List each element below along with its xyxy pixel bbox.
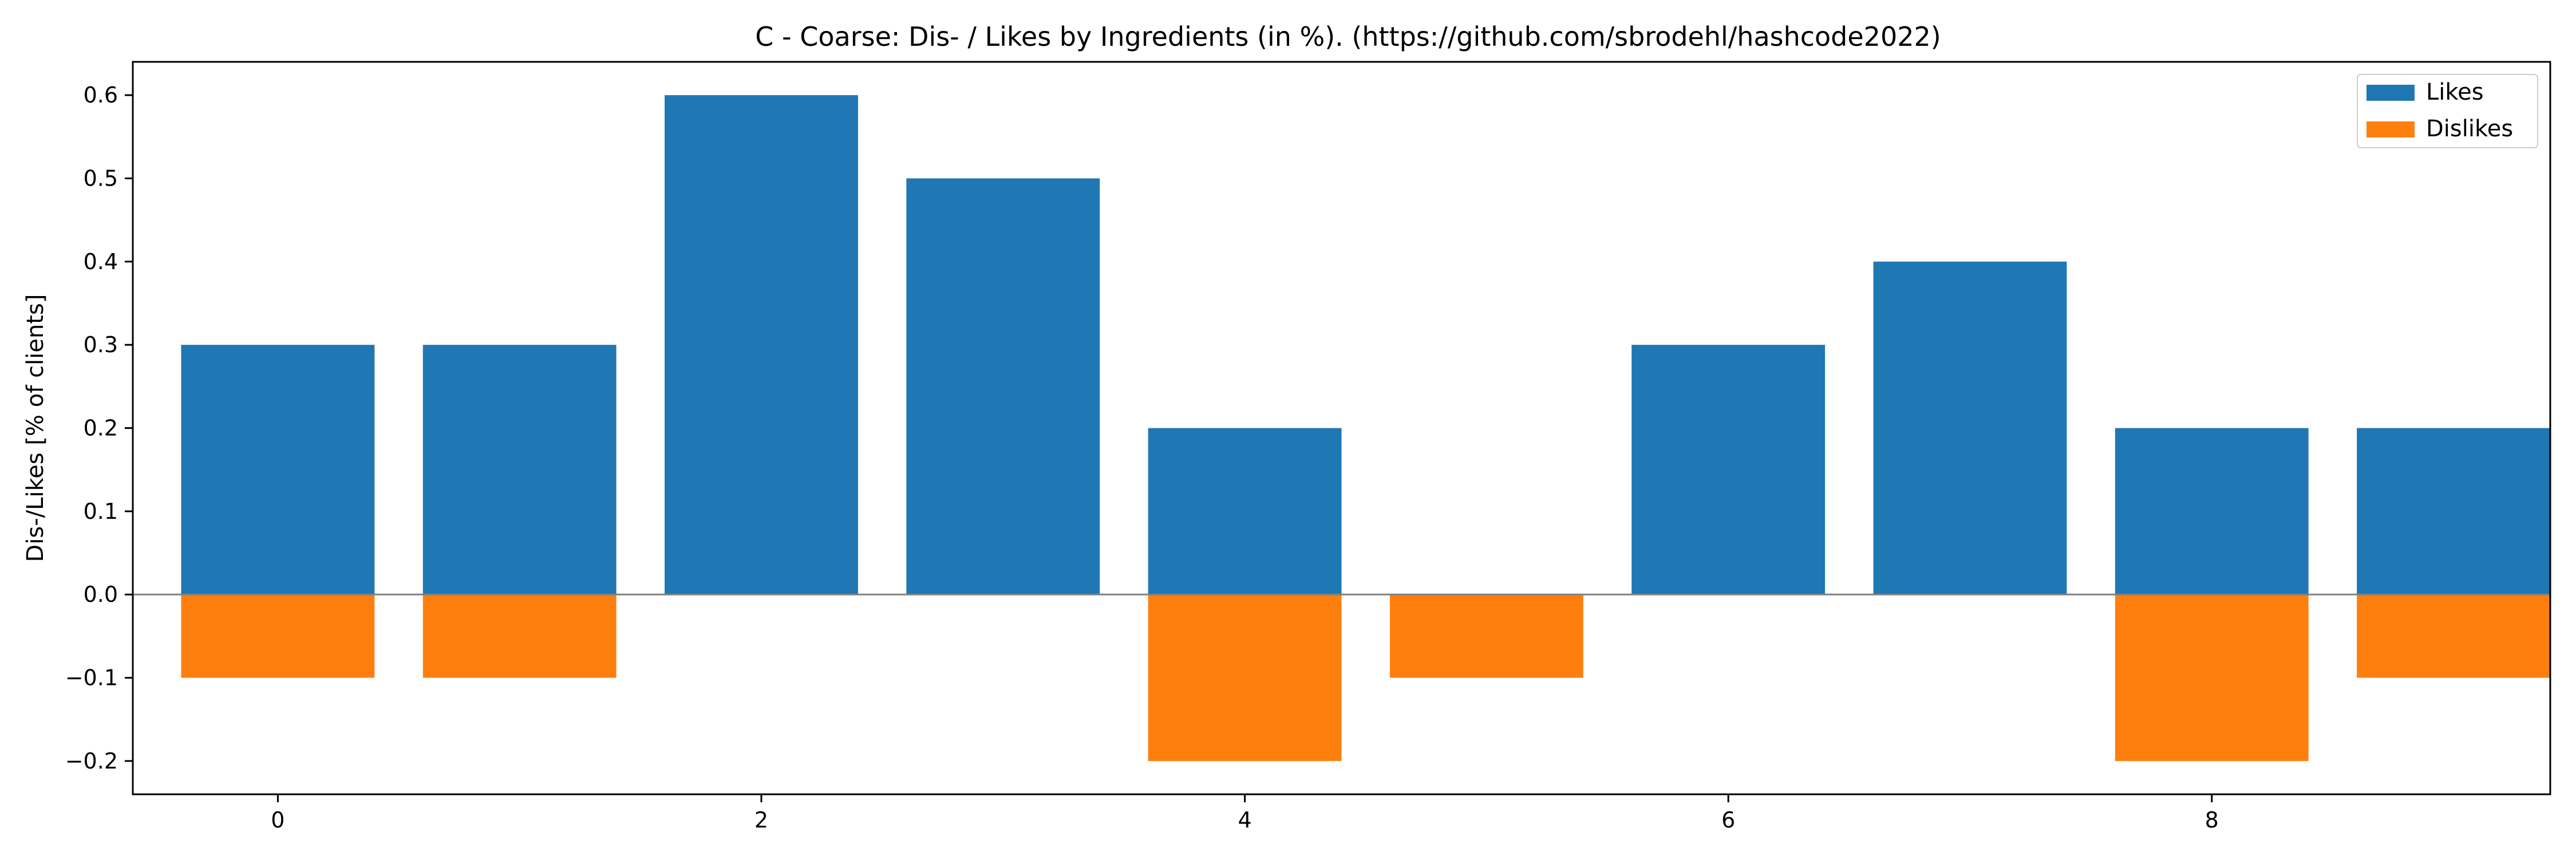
x-tick-label: 6	[1721, 807, 1735, 833]
legend: Likes Dislikes	[2357, 74, 2538, 148]
legend-label-likes: Likes	[2426, 79, 2484, 105]
x-tick-label: 2	[754, 807, 768, 833]
x-axis: 0 2 4 6 8	[271, 794, 2219, 833]
y-axis-label: Dis-/Likes [% of clients]	[22, 294, 49, 562]
x-tick-label: 4	[1238, 807, 1251, 833]
x-tick-label: 8	[2205, 807, 2219, 833]
x-tick-label: 0	[271, 807, 285, 833]
y-tick-label: 0.1	[84, 499, 118, 524]
y-axis: −0.2 −0.1 0.0 0.1 0.2 0.3 0.4 0.5 0.6	[65, 82, 133, 774]
bar-likes-9	[2357, 428, 2550, 595]
legend-swatch-likes	[2366, 85, 2415, 101]
bar-likes-6	[1631, 345, 1826, 595]
bar-dislikes-4	[1148, 594, 1342, 761]
legend-swatch-dislikes	[2366, 121, 2415, 137]
legend-label-dislikes: Dislikes	[2426, 116, 2513, 142]
bar-dislikes-8	[2115, 594, 2309, 761]
bar-likes-8	[2115, 428, 2309, 595]
bar-dislikes-9	[2357, 594, 2550, 678]
chart-title: C - Coarse: Dis- / Likes by Ingredients …	[755, 21, 1941, 52]
bar-dislikes-5	[1389, 594, 1583, 678]
y-tick-label: 0.0	[84, 582, 118, 607]
bars-layer	[181, 95, 2550, 761]
y-tick-label: 0.6	[84, 82, 118, 108]
y-tick-label: 0.5	[84, 166, 118, 191]
y-tick-label: 0.2	[84, 416, 118, 441]
bar-likes-2	[665, 95, 858, 595]
bar-likes-0	[181, 345, 375, 595]
bar-dislikes-1	[422, 594, 617, 678]
bar-dislikes-0	[181, 594, 375, 678]
bar-likes-3	[906, 178, 1100, 595]
y-tick-label: 0.4	[84, 249, 118, 274]
y-tick-label: 0.3	[84, 332, 118, 357]
bar-likes-4	[1148, 428, 1342, 595]
y-tick-label: −0.1	[65, 665, 118, 691]
y-tick-label: −0.2	[65, 748, 118, 774]
bar-likes-1	[422, 345, 617, 595]
bar-likes-7	[1873, 261, 2067, 595]
